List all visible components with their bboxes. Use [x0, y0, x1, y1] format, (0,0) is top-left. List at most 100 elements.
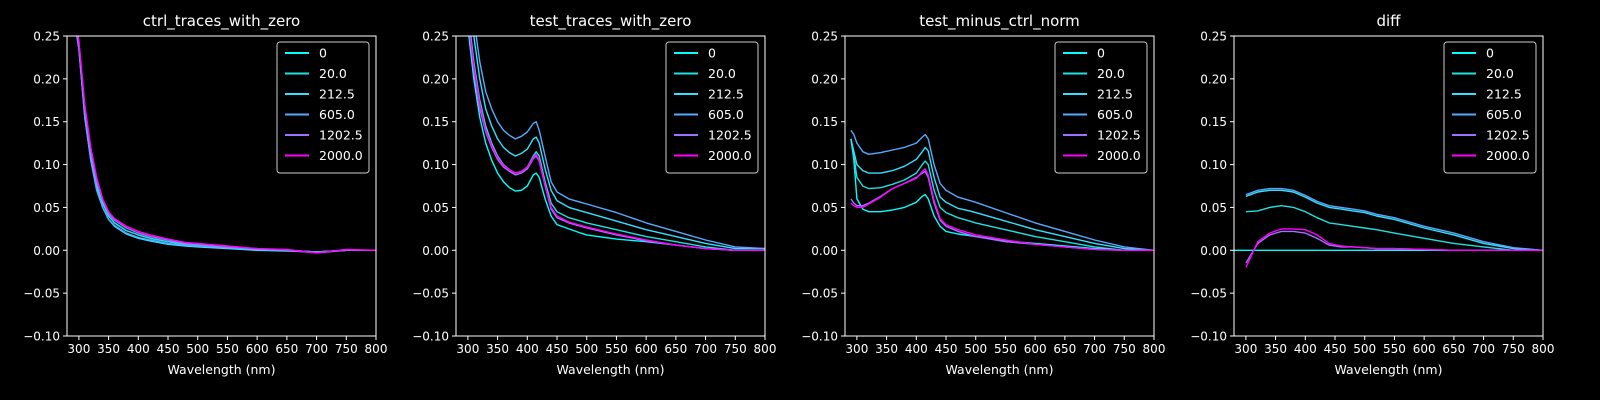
- legend-label: 212.5: [1486, 87, 1522, 102]
- legend-label: 212.5: [708, 87, 744, 102]
- series-line-605-0: [1245, 187, 1543, 251]
- y-tick-label: −0.10: [412, 330, 449, 344]
- legend-label: 605.0: [1097, 107, 1133, 122]
- x-tick-label: 500: [186, 342, 209, 356]
- x-tick-label: 650: [1442, 342, 1465, 356]
- x-tick-label: 600: [1024, 342, 1047, 356]
- y-tick-label: −0.05: [801, 287, 838, 301]
- y-tick-label: 0.25: [422, 30, 449, 44]
- x-tick-label: 350: [486, 342, 509, 356]
- x-tick-label: 700: [1472, 342, 1495, 356]
- y-tick-label: −0.05: [412, 287, 449, 301]
- y-tick-label: 0.05: [1200, 201, 1227, 215]
- legend-label: 20.0: [708, 66, 736, 81]
- legend: 0 20.0 212.5 605.0 1202.5 2000.0: [1443, 41, 1537, 174]
- x-tick-label: 800: [1532, 342, 1555, 356]
- x-tick-label: 350: [1264, 342, 1287, 356]
- y-tick-label: 0.25: [811, 30, 838, 44]
- legend-label: 1202.5: [1486, 128, 1530, 143]
- legend-label: 0: [1486, 46, 1494, 61]
- series-group: [1234, 187, 1543, 268]
- series-line-0: [850, 138, 1154, 251]
- legend-label: 2000.0: [319, 148, 363, 163]
- y-tick-label: −0.10: [801, 330, 838, 344]
- y-tick-label: −0.05: [23, 287, 60, 301]
- chart-title: ctrl_traces_with_zero: [143, 12, 300, 31]
- y-tick-label: 0.10: [422, 158, 449, 172]
- series-line-605-0: [850, 129, 1154, 251]
- x-tick-label: 650: [275, 342, 298, 356]
- y-tick-label: 0.15: [811, 115, 838, 129]
- x-tick-label: 800: [754, 342, 777, 356]
- series-line-212-5: [473, 36, 765, 250]
- series-line-20-0: [470, 36, 765, 251]
- legend: 0 20.0 212.5 605.0 1202.5 2000.0: [1054, 41, 1148, 174]
- series-line-2000-0: [850, 168, 1154, 251]
- legend-label: 212.5: [1097, 87, 1133, 102]
- x-tick-label: 450: [157, 342, 180, 356]
- x-tick-label: 600: [246, 342, 269, 356]
- x-tick-label: 450: [1324, 342, 1347, 356]
- x-tick-label: 350: [875, 342, 898, 356]
- legend-label: 20.0: [319, 66, 347, 81]
- y-tick-label: 0.00: [1200, 244, 1227, 258]
- x-axis-label: Wavelength (nm): [168, 362, 276, 377]
- x-axis-label: Wavelength (nm): [946, 362, 1054, 377]
- legend: 0 20.0 212.5 605.0 1202.5 2000.0: [276, 41, 370, 174]
- x-tick-label: 450: [935, 342, 958, 356]
- x-tick-label: 750: [335, 342, 358, 356]
- y-tick-label: 0.15: [33, 115, 60, 129]
- legend-box: [1054, 41, 1148, 174]
- x-tick-label: 750: [724, 342, 747, 356]
- x-tick-label: 600: [635, 342, 658, 356]
- y-tick-label: −0.05: [1190, 287, 1227, 301]
- x-tick-label: 600: [1413, 342, 1436, 356]
- axes-frame: [455, 35, 766, 337]
- y-tick-label: 0.10: [1200, 158, 1227, 172]
- x-tick-label: 300: [1234, 342, 1257, 356]
- legend-label: 605.0: [1486, 107, 1522, 122]
- y-tick-label: 0.25: [33, 30, 60, 44]
- y-tick-label: 0.20: [1200, 72, 1227, 86]
- y-tick-label: −0.10: [23, 330, 60, 344]
- chart-title: test_minus_ctrl_norm: [919, 12, 1080, 31]
- series-line-212-5: [850, 138, 1154, 251]
- x-tick-label: 500: [1353, 342, 1376, 356]
- legend-label: 2000.0: [1097, 148, 1141, 163]
- legend-label: 20.0: [1097, 66, 1125, 81]
- y-tick-label: 0.15: [1200, 115, 1227, 129]
- legend: 0 20.0 212.5 605.0 1202.5 2000.0: [665, 41, 759, 174]
- x-tick-label: 550: [216, 342, 239, 356]
- legend-label: 1202.5: [319, 128, 363, 143]
- axes-frame: [844, 35, 1155, 337]
- x-tick-label: 400: [905, 342, 928, 356]
- y-tick-label: 0.05: [33, 201, 60, 215]
- x-tick-label: 700: [694, 342, 717, 356]
- x-tick-label: 750: [1502, 342, 1525, 356]
- x-tick-label: 650: [1053, 342, 1076, 356]
- y-tick-label: 0.00: [422, 244, 449, 258]
- legend-label: 2000.0: [1486, 148, 1530, 163]
- y-tick-label: −0.10: [1190, 330, 1227, 344]
- y-tick-label: 0.15: [422, 115, 449, 129]
- series-line-212-5: [1245, 189, 1543, 251]
- x-tick-label: 700: [305, 342, 328, 356]
- legend-label: 0: [319, 46, 327, 61]
- legend-label: 2000.0: [708, 148, 752, 163]
- series-line-0: [468, 36, 765, 251]
- chart-panel-2: test_traces_with_zero 300 350 400 450 500 550 6…: [412, 12, 777, 377]
- x-tick-label: 400: [516, 342, 539, 356]
- x-tick-label: 500: [964, 342, 987, 356]
- y-tick-label: 0.10: [811, 158, 838, 172]
- series-line-20-0: [850, 138, 1154, 251]
- series-group: [76, 36, 376, 254]
- y-tick-label: 0.20: [33, 72, 60, 86]
- series-line-2000-0: [77, 36, 376, 254]
- legend-label: 1202.5: [708, 128, 752, 143]
- x-tick-label: 550: [1383, 342, 1406, 356]
- x-tick-label: 650: [664, 342, 687, 356]
- chart-title: test_traces_with_zero: [530, 12, 692, 31]
- x-tick-label: 550: [605, 342, 628, 356]
